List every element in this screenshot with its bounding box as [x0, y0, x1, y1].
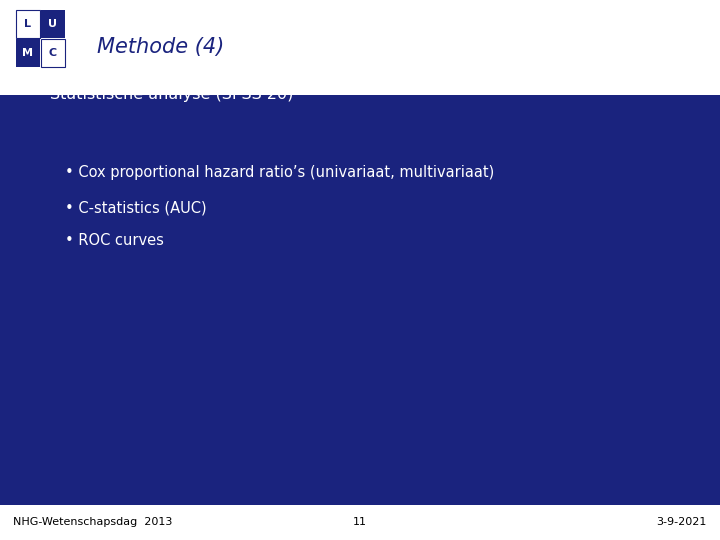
FancyBboxPatch shape [0, 101, 720, 505]
Text: Methode (4): Methode (4) [97, 37, 225, 57]
Text: C: C [49, 48, 57, 58]
Text: • C-statistics (AUC): • C-statistics (AUC) [65, 200, 207, 215]
FancyBboxPatch shape [0, 0, 720, 94]
FancyBboxPatch shape [0, 505, 720, 540]
Text: U: U [48, 19, 58, 29]
Text: Statistische analyse (SPSS 20): Statistische analyse (SPSS 20) [50, 87, 294, 102]
Text: • Cox proportional hazard ratio’s (univariaat, multivariaat): • Cox proportional hazard ratio’s (univa… [65, 165, 494, 180]
Text: 3-9-2021: 3-9-2021 [657, 517, 707, 528]
Text: 11: 11 [353, 517, 367, 528]
FancyBboxPatch shape [41, 39, 65, 67]
Text: • ROC curves: • ROC curves [65, 233, 163, 248]
FancyBboxPatch shape [16, 39, 40, 67]
FancyBboxPatch shape [0, 94, 720, 101]
FancyBboxPatch shape [41, 10, 65, 38]
Text: M: M [22, 48, 33, 58]
Text: L: L [24, 19, 31, 29]
FancyBboxPatch shape [16, 10, 40, 38]
Text: NHG-Wetenschapsdag  2013: NHG-Wetenschapsdag 2013 [13, 517, 172, 528]
